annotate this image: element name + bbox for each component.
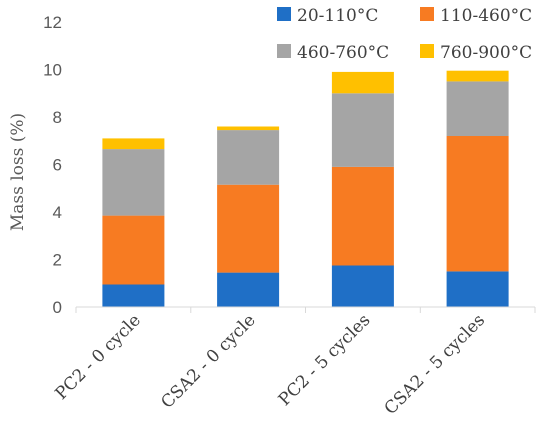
y-tick-label: 8 xyxy=(53,108,62,127)
bar-segment-s3-c2 xyxy=(331,71,394,94)
bar-segment-s3-c1 xyxy=(217,126,280,131)
y-tick-label: 2 xyxy=(53,251,62,270)
bar-segment-s2-c3 xyxy=(446,81,509,136)
legend-swatch xyxy=(420,7,434,21)
legend-swatch xyxy=(277,44,291,58)
bar-segment-s2-c2 xyxy=(331,93,394,167)
bar-segment-s0-c3 xyxy=(446,271,509,307)
y-axis-title: Mass loss (%) xyxy=(8,113,28,231)
legend-label: 460-760°C xyxy=(297,43,389,63)
bar-segment-s3-c0 xyxy=(102,138,165,150)
y-tick-label: 0 xyxy=(53,298,62,317)
legend: 20-110°C 110-460°C 460-760°C 760-900°C xyxy=(277,6,532,63)
x-category-label: PC2 - 5 cycles xyxy=(275,310,375,410)
x-category-label: CSA2 - 5 cycles xyxy=(381,310,489,418)
y-tick-label: 10 xyxy=(43,61,62,80)
bar-segment-s0-c2 xyxy=(331,265,394,307)
bar-segment-s1-c3 xyxy=(446,136,509,272)
legend-swatch xyxy=(420,44,434,58)
bar-segment-s1-c0 xyxy=(102,215,165,285)
y-tick-label: 4 xyxy=(53,203,62,222)
bar-segment-s2-c0 xyxy=(102,149,165,216)
bars-layer xyxy=(102,70,509,307)
bar-segment-s3-c3 xyxy=(446,70,509,82)
bar-segment-s0-c1 xyxy=(217,272,280,307)
legend-swatch xyxy=(277,7,291,21)
y-tick-label: 12 xyxy=(43,13,62,32)
bar-segment-s1-c2 xyxy=(331,166,394,266)
legend-label: 760-900°C xyxy=(440,43,532,63)
bar-segment-s2-c1 xyxy=(217,130,280,185)
y-tick-label: 6 xyxy=(53,156,62,175)
legend-label: 110-460°C xyxy=(440,6,532,26)
x-category-label: CSA2 - 0 cycle xyxy=(157,310,259,412)
legend-label: 20-110°C xyxy=(297,6,378,26)
bar-segment-s1-c1 xyxy=(217,184,280,273)
bar-segment-s0-c0 xyxy=(102,284,165,307)
x-category-label: PC2 - 0 cycle xyxy=(51,310,144,403)
